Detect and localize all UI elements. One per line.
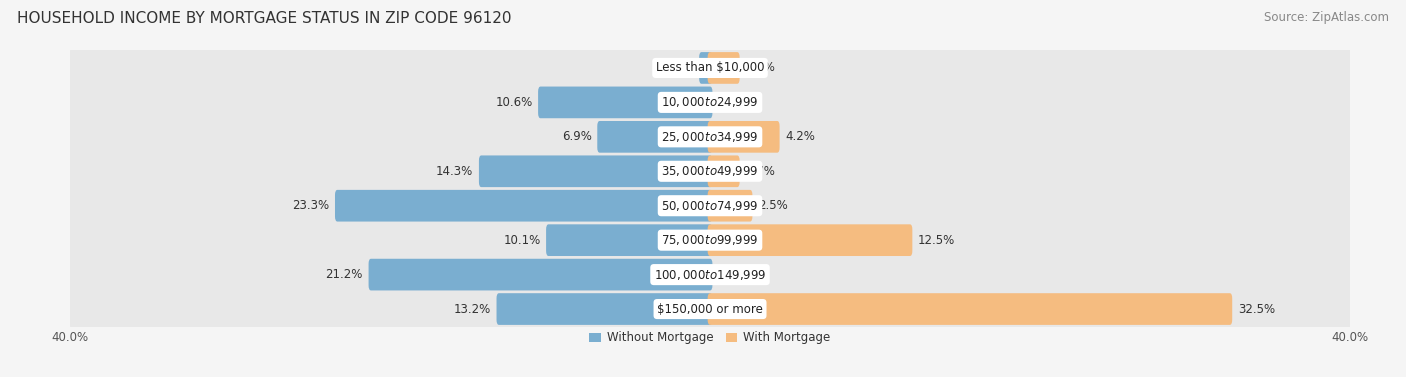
Text: 21.2%: 21.2% [326,268,363,281]
Text: 0.0%: 0.0% [718,268,748,281]
Text: $50,000 to $74,999: $50,000 to $74,999 [661,199,759,213]
Text: Less than $10,000: Less than $10,000 [655,61,765,74]
FancyBboxPatch shape [538,87,713,118]
FancyBboxPatch shape [707,190,752,222]
FancyBboxPatch shape [70,257,1350,293]
Text: $75,000 to $99,999: $75,000 to $99,999 [661,233,759,247]
Text: $35,000 to $49,999: $35,000 to $49,999 [661,164,759,178]
Text: 1.7%: 1.7% [745,165,775,178]
Text: 32.5%: 32.5% [1237,303,1275,316]
FancyBboxPatch shape [70,188,1350,224]
FancyBboxPatch shape [70,84,1350,120]
Text: 2.5%: 2.5% [758,199,787,212]
FancyBboxPatch shape [707,121,779,153]
Text: $150,000 or more: $150,000 or more [657,303,763,316]
Text: 14.3%: 14.3% [436,165,474,178]
FancyBboxPatch shape [707,224,912,256]
FancyBboxPatch shape [70,153,1350,189]
Text: 6.9%: 6.9% [562,130,592,143]
FancyBboxPatch shape [707,293,1232,325]
FancyBboxPatch shape [707,52,740,84]
Text: 0.53%: 0.53% [657,61,693,74]
FancyBboxPatch shape [70,50,1350,86]
FancyBboxPatch shape [699,52,713,84]
FancyBboxPatch shape [335,190,713,222]
Text: 4.2%: 4.2% [785,130,815,143]
FancyBboxPatch shape [479,155,713,187]
FancyBboxPatch shape [707,155,740,187]
FancyBboxPatch shape [546,224,713,256]
FancyBboxPatch shape [70,291,1350,327]
Text: 0.0%: 0.0% [718,96,748,109]
Text: 13.2%: 13.2% [454,303,491,316]
FancyBboxPatch shape [598,121,713,153]
Text: 1.7%: 1.7% [745,61,775,74]
Text: $100,000 to $149,999: $100,000 to $149,999 [654,268,766,282]
FancyBboxPatch shape [70,222,1350,258]
Text: HOUSEHOLD INCOME BY MORTGAGE STATUS IN ZIP CODE 96120: HOUSEHOLD INCOME BY MORTGAGE STATUS IN Z… [17,11,512,26]
FancyBboxPatch shape [496,293,713,325]
Text: Source: ZipAtlas.com: Source: ZipAtlas.com [1264,11,1389,24]
Text: 10.1%: 10.1% [503,234,540,247]
Text: $10,000 to $24,999: $10,000 to $24,999 [661,95,759,109]
Text: 10.6%: 10.6% [495,96,533,109]
Text: $25,000 to $34,999: $25,000 to $34,999 [661,130,759,144]
FancyBboxPatch shape [70,119,1350,155]
FancyBboxPatch shape [368,259,713,290]
Text: 23.3%: 23.3% [292,199,329,212]
Legend: Without Mortgage, With Mortgage: Without Mortgage, With Mortgage [589,331,831,345]
Text: 12.5%: 12.5% [918,234,955,247]
